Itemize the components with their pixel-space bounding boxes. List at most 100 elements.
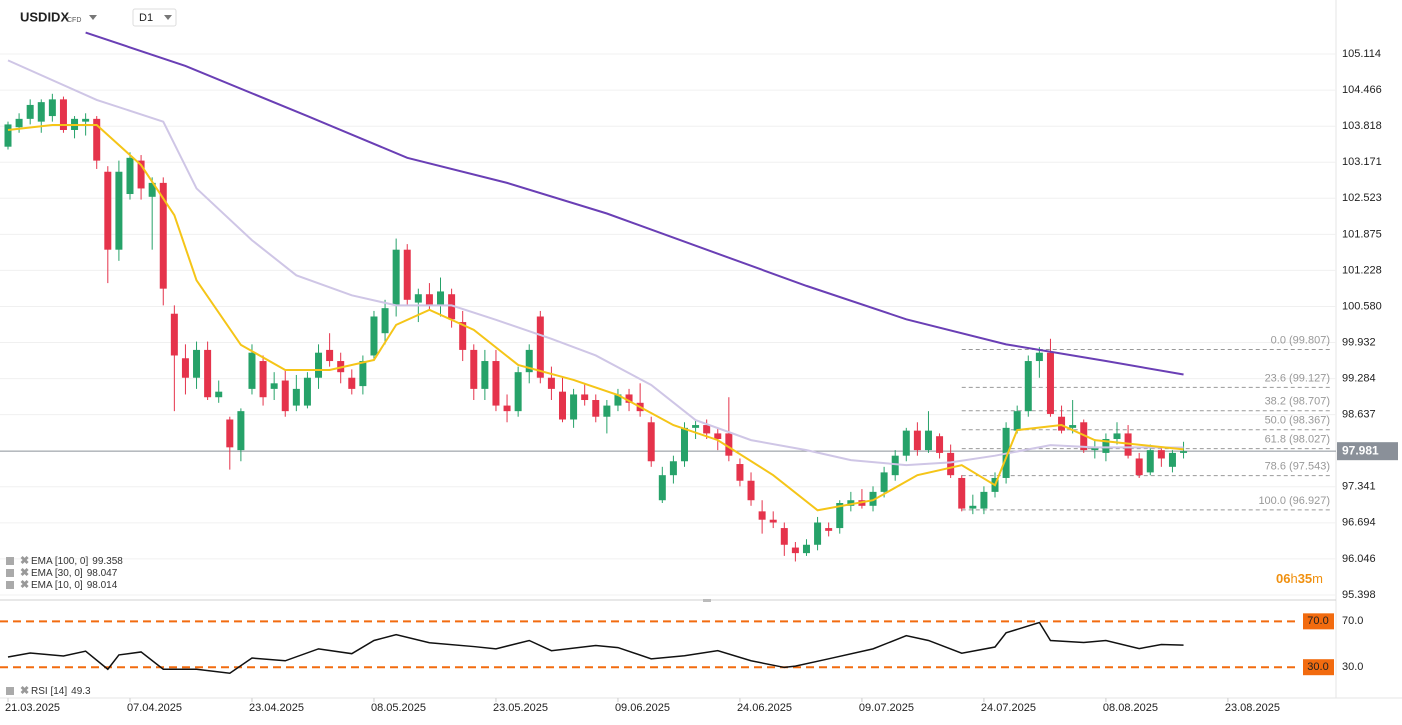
candle-body bbox=[170, 313, 178, 356]
candle-body bbox=[348, 377, 356, 389]
legend-close[interactable]: ✖ bbox=[20, 555, 29, 567]
candle-body bbox=[82, 118, 90, 122]
rsi-level-tag-label: 30.0 bbox=[1307, 661, 1328, 673]
y-tick-label: 99.932 bbox=[1342, 336, 1376, 348]
candle-body bbox=[126, 157, 134, 195]
legend-name: EMA [100, 0] bbox=[31, 556, 88, 567]
x-tick-label: 24.06.2025 bbox=[737, 702, 792, 714]
legend-close[interactable]: ✖ bbox=[20, 567, 29, 579]
interval-select[interactable] bbox=[132, 8, 177, 27]
candle-body bbox=[669, 461, 677, 476]
candle-body bbox=[281, 380, 289, 412]
candle-body bbox=[570, 394, 578, 420]
y-tick-label: 102.523 bbox=[1342, 192, 1382, 204]
candle-body bbox=[4, 124, 12, 147]
candle-body bbox=[481, 361, 489, 389]
fib-label: 0.0 (99.807) bbox=[1271, 334, 1330, 346]
price-tag bbox=[1337, 442, 1398, 461]
y-tick-label: 101.875 bbox=[1342, 228, 1382, 240]
y-tick-label: 98.637 bbox=[1342, 409, 1376, 421]
candle-body bbox=[1013, 411, 1021, 431]
candle-body bbox=[692, 425, 700, 428]
candle-body bbox=[381, 308, 389, 334]
fib-label: 23.6 (99.127) bbox=[1265, 372, 1330, 384]
candle-body bbox=[148, 182, 156, 197]
legend-icon bbox=[6, 557, 14, 565]
candle-body bbox=[847, 500, 855, 506]
fib-label: 50.0 (98.367) bbox=[1265, 415, 1330, 427]
legend-close[interactable]: ✖ bbox=[20, 579, 29, 591]
candle-body bbox=[292, 388, 300, 406]
candle-body bbox=[437, 291, 445, 306]
candle-body bbox=[1046, 352, 1054, 414]
legend-entry: EMA [100, 0] 99.358 bbox=[31, 556, 123, 567]
x-tick-label: 23.05.2025 bbox=[493, 702, 548, 714]
candle-body bbox=[802, 544, 810, 554]
ema-line bbox=[7, 123, 1184, 512]
candle-body bbox=[747, 480, 755, 501]
candle-body bbox=[780, 528, 788, 545]
pane-handle[interactable] bbox=[703, 599, 711, 602]
y-tick-label: 101.228 bbox=[1342, 264, 1382, 276]
x-tick-label: 23.04.2025 bbox=[249, 702, 304, 714]
candle-body bbox=[825, 528, 833, 531]
legend-name: EMA [10, 0] bbox=[31, 580, 83, 591]
candle-body bbox=[647, 422, 655, 462]
countdown: 06h35m bbox=[1276, 571, 1323, 586]
legend-close[interactable]: ✖ bbox=[20, 685, 29, 697]
ema-line bbox=[7, 59, 1184, 467]
legend-name: RSI [14] bbox=[31, 686, 67, 697]
x-tick-label: 21.03.2025 bbox=[5, 702, 60, 714]
candle-body bbox=[547, 377, 555, 389]
candle-body bbox=[1168, 452, 1176, 467]
candle-body bbox=[226, 419, 234, 448]
y-tick-label: 103.818 bbox=[1342, 120, 1382, 132]
ema-line bbox=[85, 31, 1184, 376]
candle-body bbox=[836, 503, 844, 529]
plot: 105.114 104.466 103.818 103.171 102.523 101.8… bbox=[0, 31, 1398, 714]
candle-body bbox=[181, 358, 189, 378]
candle-body bbox=[1069, 425, 1077, 428]
candle-body bbox=[1058, 416, 1066, 431]
candle-body bbox=[924, 430, 932, 451]
candle-body bbox=[592, 400, 600, 417]
candle-body bbox=[1091, 447, 1099, 451]
candle-body bbox=[658, 475, 666, 501]
candle-body bbox=[259, 361, 267, 398]
candle-body bbox=[913, 430, 921, 451]
x-tick-label: 09.07.2025 bbox=[859, 702, 914, 714]
fib-label: 61.8 (98.027) bbox=[1265, 434, 1330, 446]
candle-body bbox=[603, 405, 611, 417]
candle-body bbox=[359, 361, 367, 387]
interval-dropdown[interactable] bbox=[164, 15, 172, 20]
candle-body bbox=[403, 249, 411, 300]
candle-body bbox=[736, 464, 744, 481]
candle-body bbox=[814, 522, 822, 545]
candle-body bbox=[525, 349, 533, 373]
candle-body bbox=[470, 349, 478, 389]
candle-body bbox=[1180, 451, 1188, 453]
candle-body bbox=[270, 383, 278, 389]
candle-body bbox=[392, 249, 400, 306]
candle-body bbox=[37, 102, 45, 122]
candle-body bbox=[159, 182, 167, 289]
candle-body bbox=[514, 372, 522, 412]
legend-value: 98.047 bbox=[87, 568, 118, 579]
symbol[interactable]: USDIDX bbox=[20, 9, 69, 24]
x-tick-label: 07.04.2025 bbox=[127, 702, 182, 714]
fib-label: 78.6 (97.543) bbox=[1265, 460, 1330, 472]
rsi-level-tag-label: 70.0 bbox=[1307, 615, 1328, 627]
legend-icon bbox=[6, 569, 14, 577]
candle-body bbox=[581, 394, 589, 401]
candle-body bbox=[370, 316, 378, 356]
candle-body bbox=[303, 377, 311, 406]
candle-body bbox=[204, 349, 212, 398]
candle-body bbox=[93, 118, 101, 161]
candle-body bbox=[193, 349, 201, 378]
candle-body bbox=[958, 477, 966, 509]
legend-entry: EMA [10, 0] 98.014 bbox=[31, 580, 118, 591]
candle-body bbox=[869, 491, 877, 506]
symbol-dropdown[interactable] bbox=[89, 15, 97, 20]
candle-body bbox=[115, 171, 123, 250]
